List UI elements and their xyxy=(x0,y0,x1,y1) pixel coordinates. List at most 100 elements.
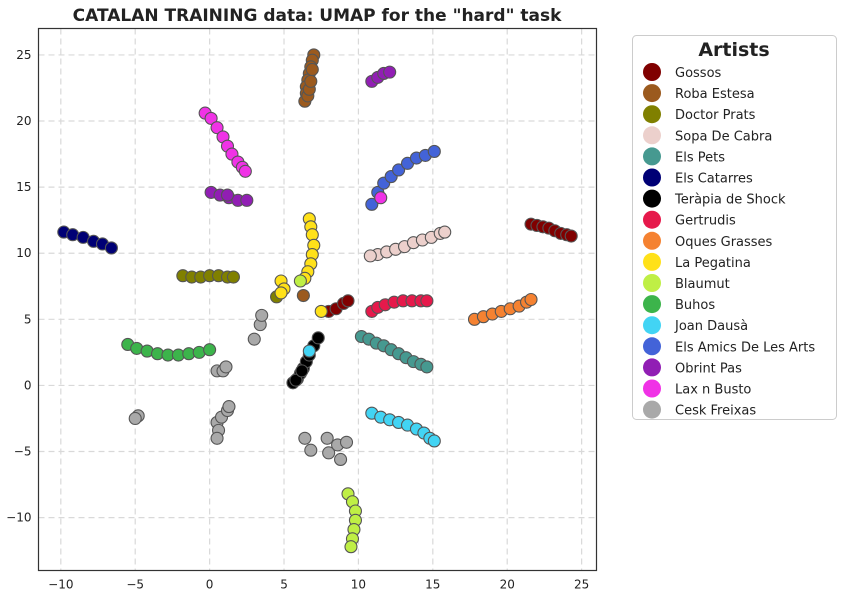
data-point xyxy=(311,331,325,345)
data-point xyxy=(420,360,434,374)
data-point xyxy=(296,288,310,303)
data-point xyxy=(427,144,441,158)
data-point xyxy=(210,121,224,135)
data-point xyxy=(320,431,334,445)
y-tick-label: −5 xyxy=(14,445,32,459)
data-point xyxy=(295,364,309,378)
series-oques-grasses xyxy=(467,292,538,326)
legend-label: Cesk Freixas xyxy=(675,404,756,419)
x-tick-label: 5 xyxy=(280,578,288,592)
data-point xyxy=(302,344,316,358)
data-point xyxy=(293,274,307,288)
legend-label: Teràpia de Shock xyxy=(674,193,786,208)
data-point xyxy=(392,163,406,177)
data-point xyxy=(210,431,224,445)
series-ter-pia-de-shock xyxy=(286,331,325,390)
legend-marker xyxy=(643,337,661,356)
data-point xyxy=(339,435,354,449)
x-tick-label: 0 xyxy=(206,578,214,592)
data-point xyxy=(203,343,217,357)
plot-frame xyxy=(37,27,598,572)
legend-label: Oques Grasses xyxy=(675,235,773,250)
legend-label: Lax n Busto xyxy=(675,383,751,398)
data-points xyxy=(57,48,578,554)
legend-label: Gossos xyxy=(675,66,722,81)
legend-label: Obrint Pas xyxy=(675,361,742,376)
series-lax-n-busto xyxy=(198,106,388,205)
x-tick-label: 15 xyxy=(425,578,440,592)
data-point xyxy=(420,294,434,308)
x-tick-label: −5 xyxy=(126,578,144,592)
legend-marker xyxy=(643,358,661,377)
data-point xyxy=(374,191,388,205)
legend-label: La Pegatina xyxy=(675,256,751,271)
legend-marker xyxy=(643,105,661,124)
legend-marker xyxy=(643,84,661,103)
series-blaumut xyxy=(293,274,362,554)
legend-marker xyxy=(643,295,661,314)
series-doctor-prats xyxy=(176,269,284,304)
legend-marker xyxy=(643,168,661,187)
data-point xyxy=(427,434,441,448)
y-tick-label: 15 xyxy=(16,180,31,194)
x-tick-label: 25 xyxy=(574,578,589,592)
data-point xyxy=(128,411,142,426)
legend-label: Buhos xyxy=(675,298,715,313)
data-point xyxy=(438,225,452,239)
legend-label: Blaumut xyxy=(675,277,730,292)
data-point xyxy=(274,286,288,300)
data-point xyxy=(247,332,261,346)
legend-items: Gossos Roba Estesa Doctor Prats Sopa De Cab… xyxy=(643,63,815,419)
y-tick-label: 5 xyxy=(24,312,32,326)
data-point xyxy=(305,62,319,77)
y-tick-label: 20 xyxy=(16,114,31,128)
data-point xyxy=(383,65,397,79)
series-cesk-freixas xyxy=(128,308,354,467)
data-point xyxy=(240,193,254,207)
x-tick-label: 20 xyxy=(500,578,515,592)
data-point xyxy=(322,446,336,460)
data-point xyxy=(220,188,235,202)
data-point xyxy=(341,294,355,308)
data-point xyxy=(298,431,312,445)
data-point xyxy=(314,304,328,318)
data-point xyxy=(219,360,233,374)
legend-marker xyxy=(643,274,661,292)
legend-marker xyxy=(643,63,661,81)
series-joan-daus- xyxy=(302,344,441,448)
legend-marker xyxy=(643,189,661,208)
series-els-pets xyxy=(354,329,434,374)
legend-title: Artists xyxy=(698,39,769,61)
data-point xyxy=(304,74,318,88)
data-point xyxy=(344,540,358,554)
legend-label: Els Amics De Les Arts xyxy=(675,340,815,355)
data-point xyxy=(238,164,252,178)
series-gertrudis xyxy=(365,294,434,318)
y-tick-label: 10 xyxy=(16,246,31,260)
data-point xyxy=(564,229,578,243)
series-buhos xyxy=(121,337,217,362)
data-point xyxy=(304,443,318,457)
x-tick-label: 10 xyxy=(351,578,366,592)
data-point xyxy=(255,308,269,322)
data-point xyxy=(334,452,348,467)
data-point xyxy=(363,249,377,263)
y-tick-label: −10 xyxy=(6,511,31,525)
legend-label: Els Pets xyxy=(675,150,725,165)
y-tick-label: 25 xyxy=(16,48,31,62)
legend: Artists Gossos Roba Estesa Doctor Prats Sop… xyxy=(632,35,837,420)
legend-marker xyxy=(643,147,661,166)
series-roba-estesa xyxy=(296,48,321,303)
data-point xyxy=(365,197,379,211)
axis-ticks: −10 −5 0 5 10 15 20 25 −10 −5 0 5 10 15 20 25 xyxy=(6,48,589,592)
y-tick-label: 0 xyxy=(24,378,32,392)
series-els-catarres xyxy=(57,225,118,255)
series-els-amics-de-les-arts xyxy=(365,144,441,211)
legend-marker xyxy=(643,379,661,398)
legend-label: Joan Dausà xyxy=(674,319,748,334)
series-obrint-pas xyxy=(204,65,397,207)
chart-title: CATALAN TRAINING data: UMAP for the "har… xyxy=(73,6,562,26)
legend-label: Roba Estesa xyxy=(675,87,755,102)
data-point xyxy=(289,373,303,387)
